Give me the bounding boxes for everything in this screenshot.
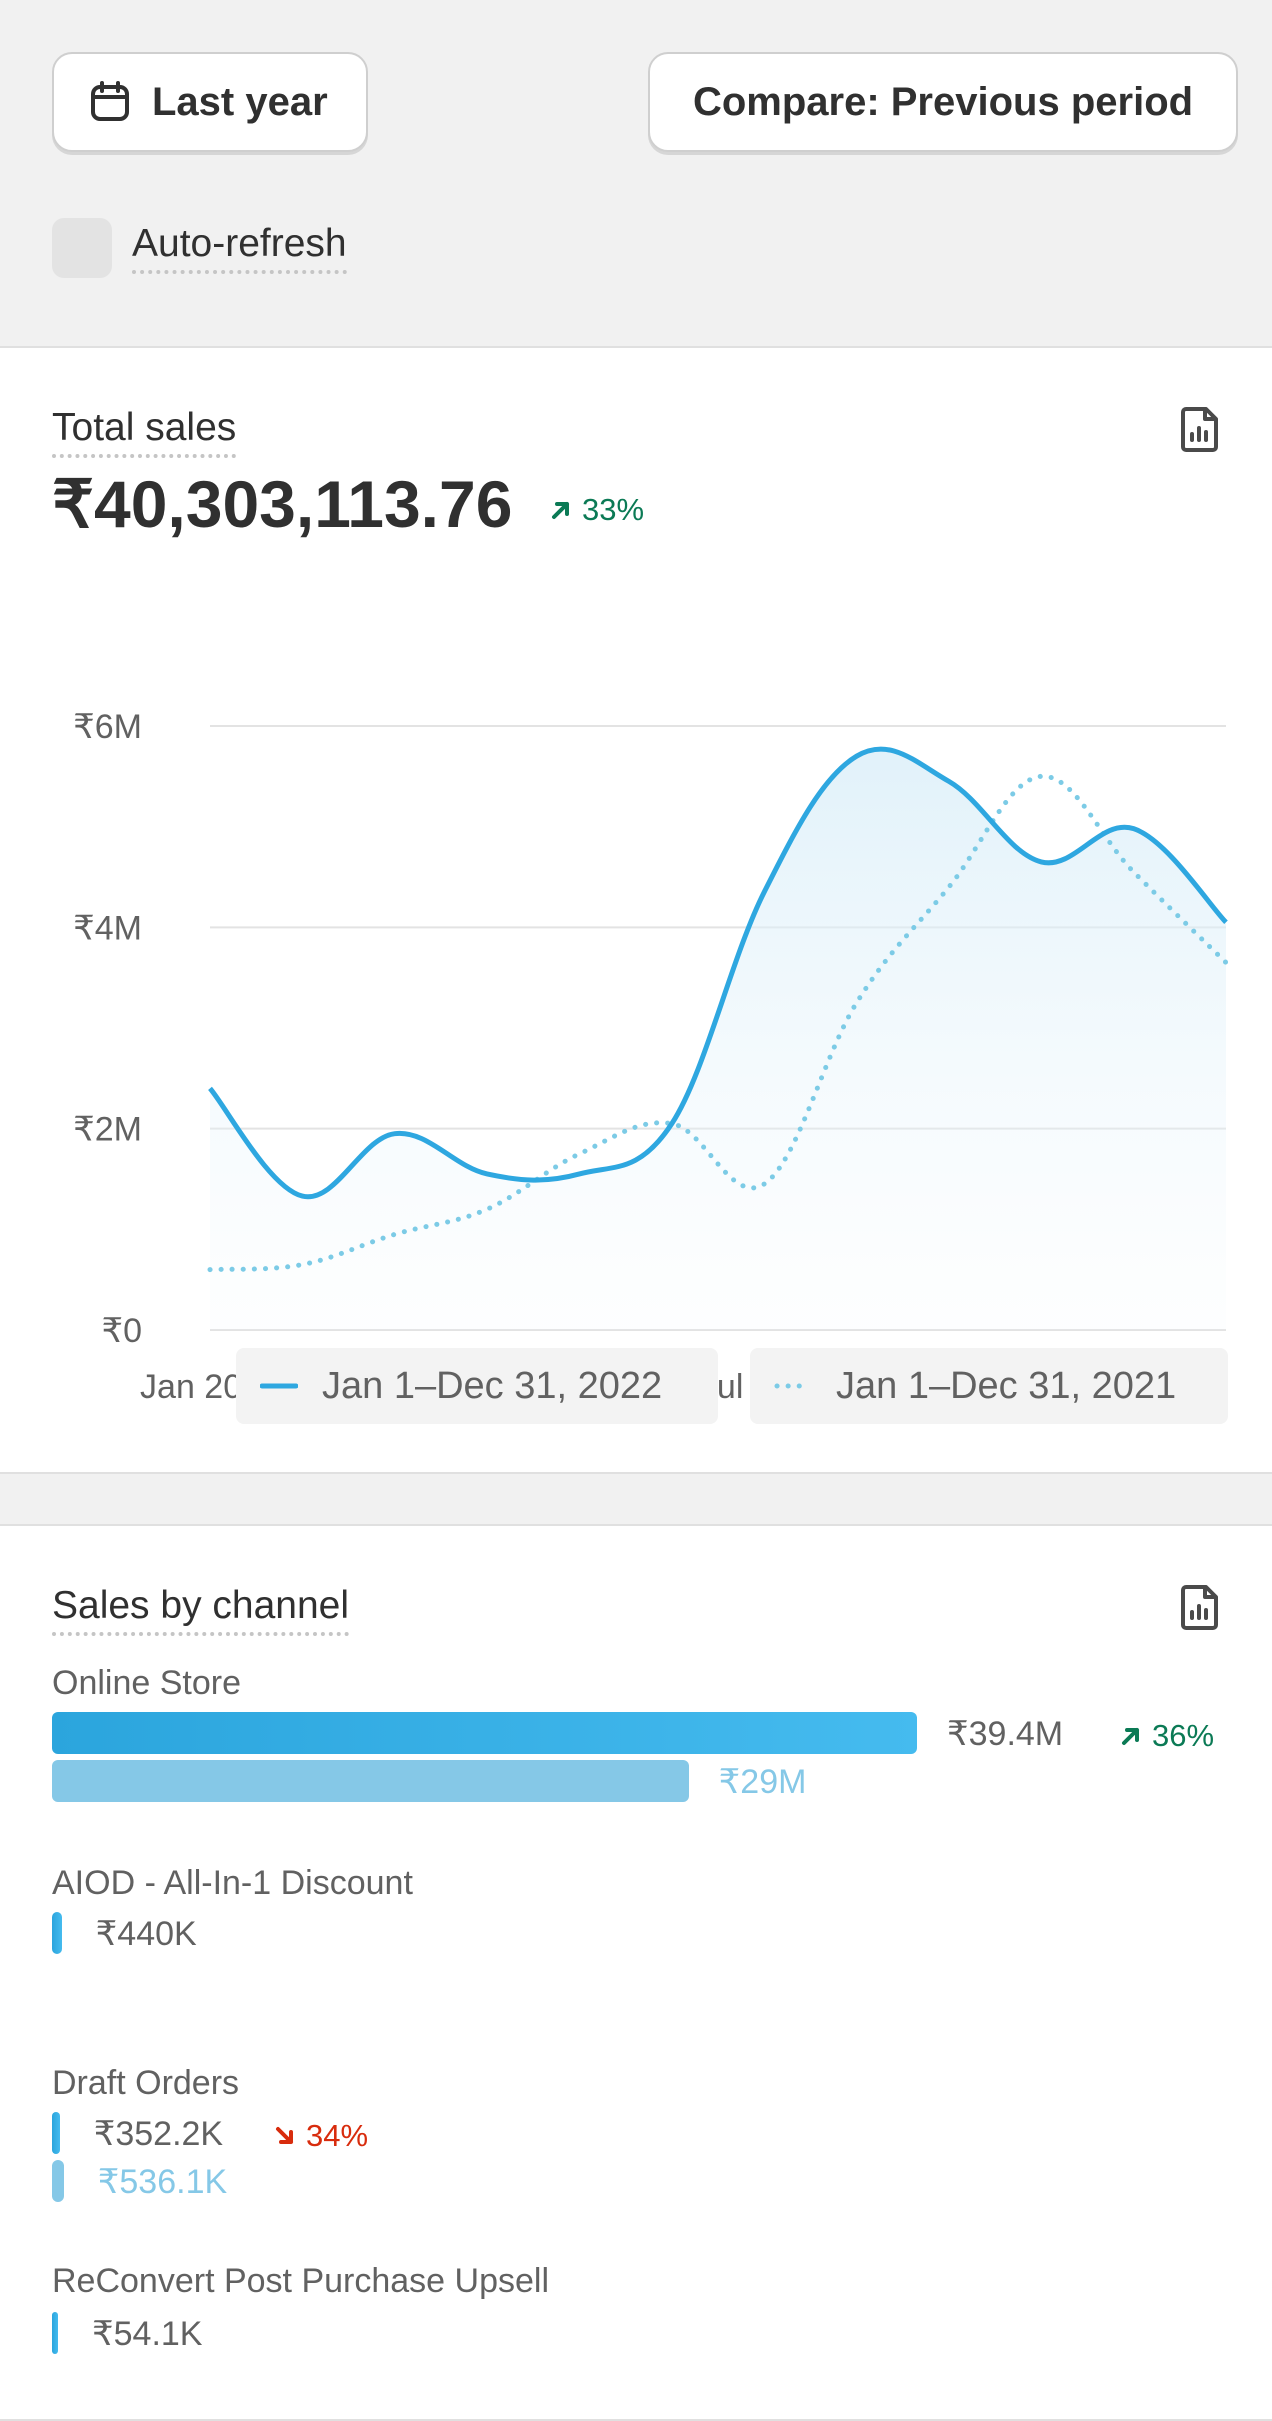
current-series-point bbox=[1038, 859, 1044, 865]
y-tick-label: ₹6M bbox=[73, 708, 142, 746]
previous-series-line bbox=[207, 773, 1229, 1273]
channel-name: Online Store bbox=[52, 1664, 241, 1702]
current-series-point bbox=[1131, 826, 1137, 832]
current-series-point bbox=[576, 1171, 582, 1177]
channel-bar-current bbox=[52, 2112, 60, 2154]
current-series-point bbox=[299, 1193, 305, 1199]
previous-series-point bbox=[299, 1262, 305, 1268]
previous-series-point bbox=[484, 1206, 490, 1212]
current-series-point bbox=[1223, 919, 1229, 925]
total-sales-change-value: 33% bbox=[582, 492, 645, 527]
previous-series-point bbox=[761, 1181, 767, 1187]
sales-by-channel-card: Sales by channel Online Store ₹39.4M 36%… bbox=[0, 1524, 1272, 2421]
channel-value-previous: ₹536.1K bbox=[97, 2163, 228, 2201]
channel-name: AIOD - All-In-1 Discount bbox=[52, 1864, 413, 1902]
legend-previous-label: Jan 1–Dec 31, 2021 bbox=[836, 1364, 1177, 1407]
compare-label: Compare: Previous period bbox=[692, 79, 1194, 124]
total-sales-card: Total sales ₹40,303,113.76 33% ₹6M ₹4M ₹2M… bbox=[0, 346, 1272, 1474]
channel-value-current: ₹54.1K bbox=[92, 2315, 203, 2353]
current-series-point bbox=[207, 1085, 213, 1091]
previous-series-point bbox=[392, 1231, 398, 1237]
legend-current-period[interactable]: Jan 1–Dec 31, 2022 bbox=[236, 1348, 718, 1424]
channel-bar-current bbox=[52, 1912, 62, 1954]
previous-series-point bbox=[1223, 960, 1229, 966]
channel-name: Draft Orders bbox=[52, 2064, 240, 2102]
date-range-button[interactable]: Last year bbox=[52, 52, 368, 152]
previous-series-point bbox=[854, 1000, 860, 1006]
channel-change: 34% bbox=[274, 2118, 368, 2154]
sales-by-channel-title[interactable]: Sales by channel bbox=[52, 1584, 350, 1636]
total-sales-title[interactable]: Total sales bbox=[52, 406, 237, 458]
auto-refresh-checkbox[interactable] bbox=[52, 218, 112, 278]
current-series-point bbox=[854, 753, 860, 759]
report-icon[interactable] bbox=[1180, 1584, 1220, 1630]
previous-series-point bbox=[207, 1267, 213, 1273]
current-series-line bbox=[208, 746, 1228, 1200]
current-series-point bbox=[392, 1131, 398, 1137]
previous-series-point bbox=[669, 1121, 675, 1127]
report-icon[interactable] bbox=[1180, 406, 1220, 452]
current-series-point bbox=[761, 889, 767, 895]
date-range-label: Last year bbox=[152, 79, 328, 124]
y-tick-label: ₹4M bbox=[73, 909, 142, 947]
current-series-point bbox=[946, 778, 952, 784]
channel-bar-previous bbox=[52, 1760, 689, 1802]
current-series-area bbox=[210, 749, 1226, 1330]
channel-bar-previous bbox=[52, 2160, 64, 2202]
dotted-line-legend-icon bbox=[774, 1383, 812, 1389]
solid-line-legend-icon bbox=[260, 1383, 298, 1389]
total-sales-value: ₹40,303,113.76 bbox=[52, 467, 513, 541]
channel-change: 36% bbox=[1120, 1718, 1214, 1754]
legend-current-label: Jan 1–Dec 31, 2022 bbox=[322, 1364, 663, 1407]
channel-value-current: ₹352.2K bbox=[93, 2115, 224, 2153]
calendar-icon bbox=[91, 81, 129, 121]
y-tick-label: ₹0 bbox=[101, 1312, 142, 1350]
channel-value-current: ₹39.4M bbox=[947, 1715, 1064, 1753]
channel-change-value: 34% bbox=[306, 2118, 369, 2153]
channel-value-previous: ₹29M bbox=[718, 1763, 807, 1801]
arrow-down-right-icon bbox=[276, 2127, 293, 2144]
channel-name: ReConvert Post Purchase Upsell bbox=[52, 2262, 550, 2300]
channel-bar-current bbox=[52, 2312, 58, 2354]
channel-change-value: 36% bbox=[1152, 1718, 1215, 1753]
previous-series-point bbox=[576, 1151, 582, 1157]
previous-series-point bbox=[946, 884, 952, 890]
y-tick-label: ₹2M bbox=[73, 1111, 142, 1149]
channel-bar-current bbox=[52, 1712, 917, 1754]
previous-series-point bbox=[1131, 869, 1137, 875]
compare-period-button[interactable]: Compare: Previous period bbox=[648, 52, 1238, 152]
total-sales-change: 33% bbox=[550, 492, 644, 528]
auto-refresh-toggle[interactable]: Auto-refresh bbox=[52, 218, 347, 278]
legend-previous-period[interactable]: Jan 1–Dec 31, 2021 bbox=[750, 1348, 1228, 1424]
arrow-up-right-icon bbox=[552, 502, 569, 519]
current-series-point bbox=[484, 1171, 490, 1177]
previous-series-point bbox=[1038, 773, 1044, 779]
auto-refresh-label[interactable]: Auto-refresh bbox=[132, 222, 347, 274]
channel-value-current: ₹440K bbox=[95, 1915, 197, 1953]
arrow-up-right-icon bbox=[1122, 1728, 1139, 1745]
